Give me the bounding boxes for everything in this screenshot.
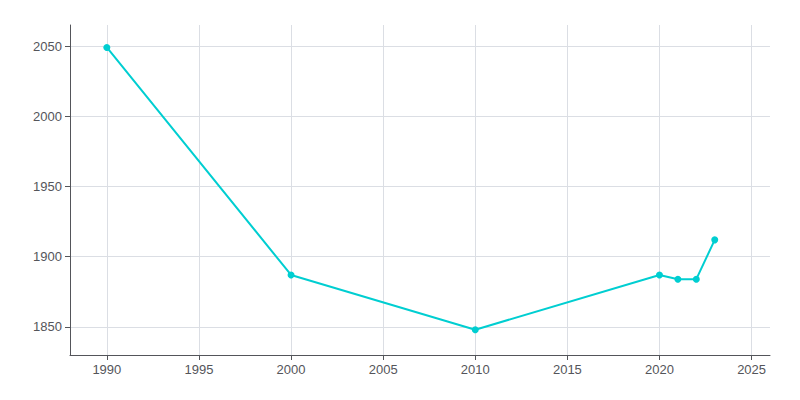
svg-text:2000: 2000 (277, 362, 306, 377)
svg-text:1900: 1900 (33, 249, 62, 264)
svg-text:1850: 1850 (33, 319, 62, 334)
svg-text:2005: 2005 (369, 362, 398, 377)
svg-text:2020: 2020 (645, 362, 674, 377)
svg-text:2050: 2050 (33, 39, 62, 54)
svg-text:2010: 2010 (461, 362, 490, 377)
svg-text:2000: 2000 (33, 109, 62, 124)
svg-text:2015: 2015 (553, 362, 582, 377)
svg-text:1950: 1950 (33, 179, 62, 194)
svg-text:1990: 1990 (92, 362, 121, 377)
svg-text:2025: 2025 (737, 362, 766, 377)
svg-text:1995: 1995 (184, 362, 213, 377)
